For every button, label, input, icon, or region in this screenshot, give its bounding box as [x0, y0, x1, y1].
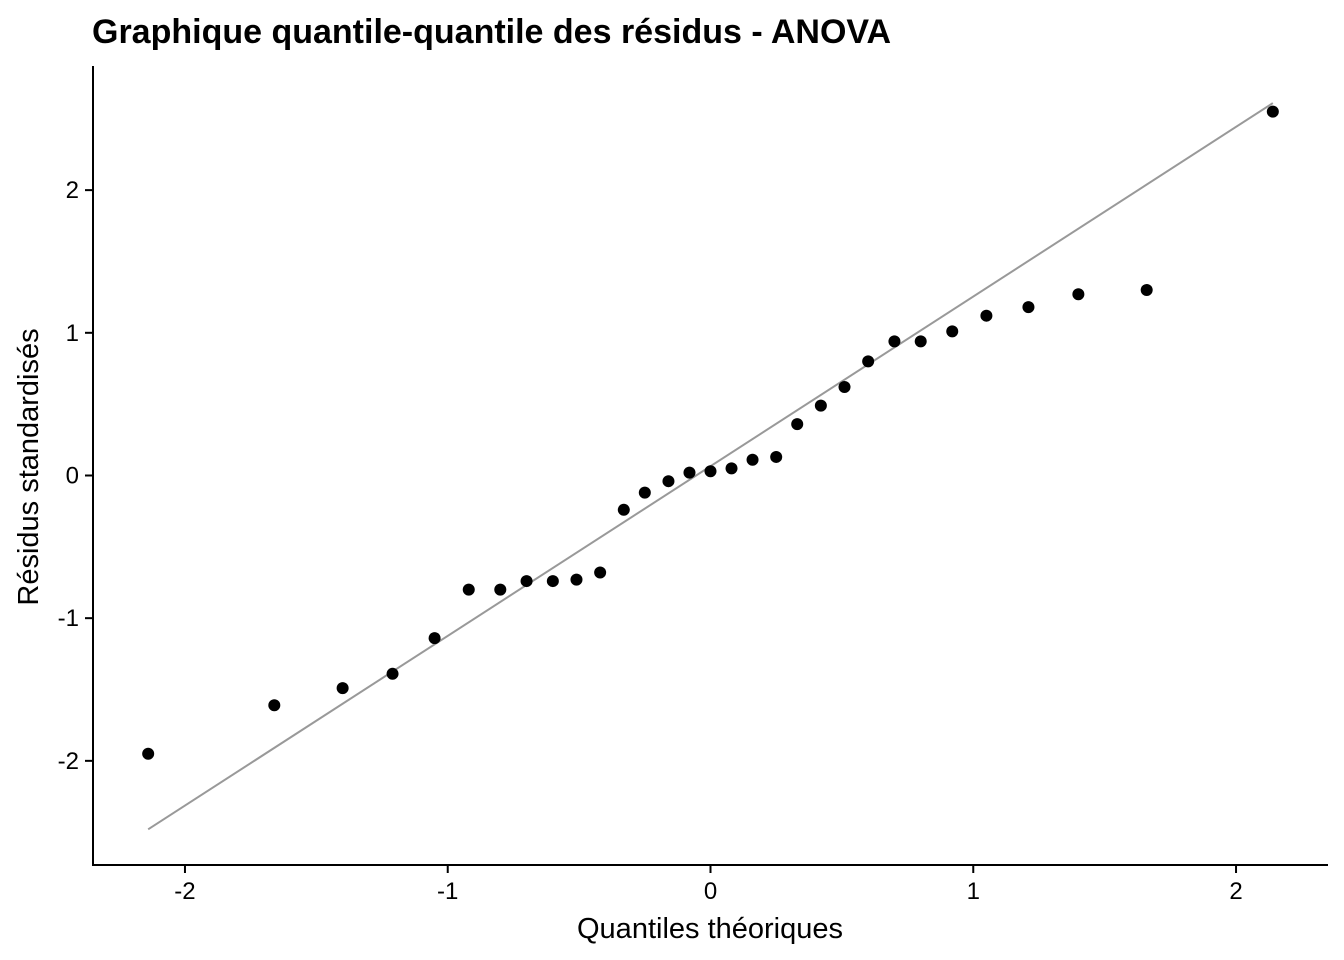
data-point — [142, 747, 155, 760]
x-tick-label: -2 — [174, 878, 195, 905]
y-tick-label: 1 — [66, 320, 79, 347]
data-point — [1022, 301, 1035, 314]
x-tick-label: 0 — [704, 878, 717, 905]
data-point — [1140, 284, 1153, 297]
data-point — [862, 355, 875, 368]
x-tick-label: 2 — [1229, 878, 1242, 905]
data-point — [683, 466, 696, 479]
y-tick-label: -2 — [58, 748, 79, 775]
data-point — [980, 309, 993, 322]
x-axis-ticks: -2 -1 0 1 2 — [174, 865, 1243, 905]
x-tick-label: 1 — [967, 878, 980, 905]
x-axis-title: Quantiles théoriques — [577, 913, 843, 945]
x-tick-label: -1 — [437, 878, 458, 905]
data-point — [838, 381, 851, 394]
data-point — [268, 699, 281, 712]
points-layer — [142, 105, 1279, 760]
data-point — [888, 335, 901, 348]
y-tick-label: 2 — [66, 177, 79, 204]
y-tick-label: -1 — [58, 605, 79, 632]
data-point — [814, 399, 827, 412]
data-point — [770, 450, 783, 463]
data-point — [546, 575, 559, 588]
data-point — [725, 462, 738, 475]
data-point — [1072, 288, 1085, 301]
data-point — [638, 486, 651, 499]
data-point — [386, 667, 399, 680]
data-point — [946, 325, 959, 338]
chart-title: Graphique quantile-quantile des résidus … — [92, 13, 891, 51]
y-tick-label: 0 — [66, 462, 79, 489]
data-point — [494, 583, 507, 596]
data-point — [520, 575, 533, 588]
data-point — [704, 465, 717, 478]
data-point — [462, 583, 475, 596]
y-axis-title: Résidus standardisés — [13, 328, 45, 605]
data-point — [791, 418, 804, 431]
data-point — [570, 573, 583, 586]
y-axis-ticks: -2 -1 0 1 2 — [58, 177, 93, 775]
data-point — [617, 503, 630, 516]
data-point — [336, 682, 349, 695]
data-point — [746, 453, 759, 466]
data-point — [914, 335, 927, 348]
data-point — [594, 566, 607, 579]
data-point — [662, 475, 675, 488]
data-point — [428, 632, 441, 645]
data-point — [1266, 105, 1279, 118]
